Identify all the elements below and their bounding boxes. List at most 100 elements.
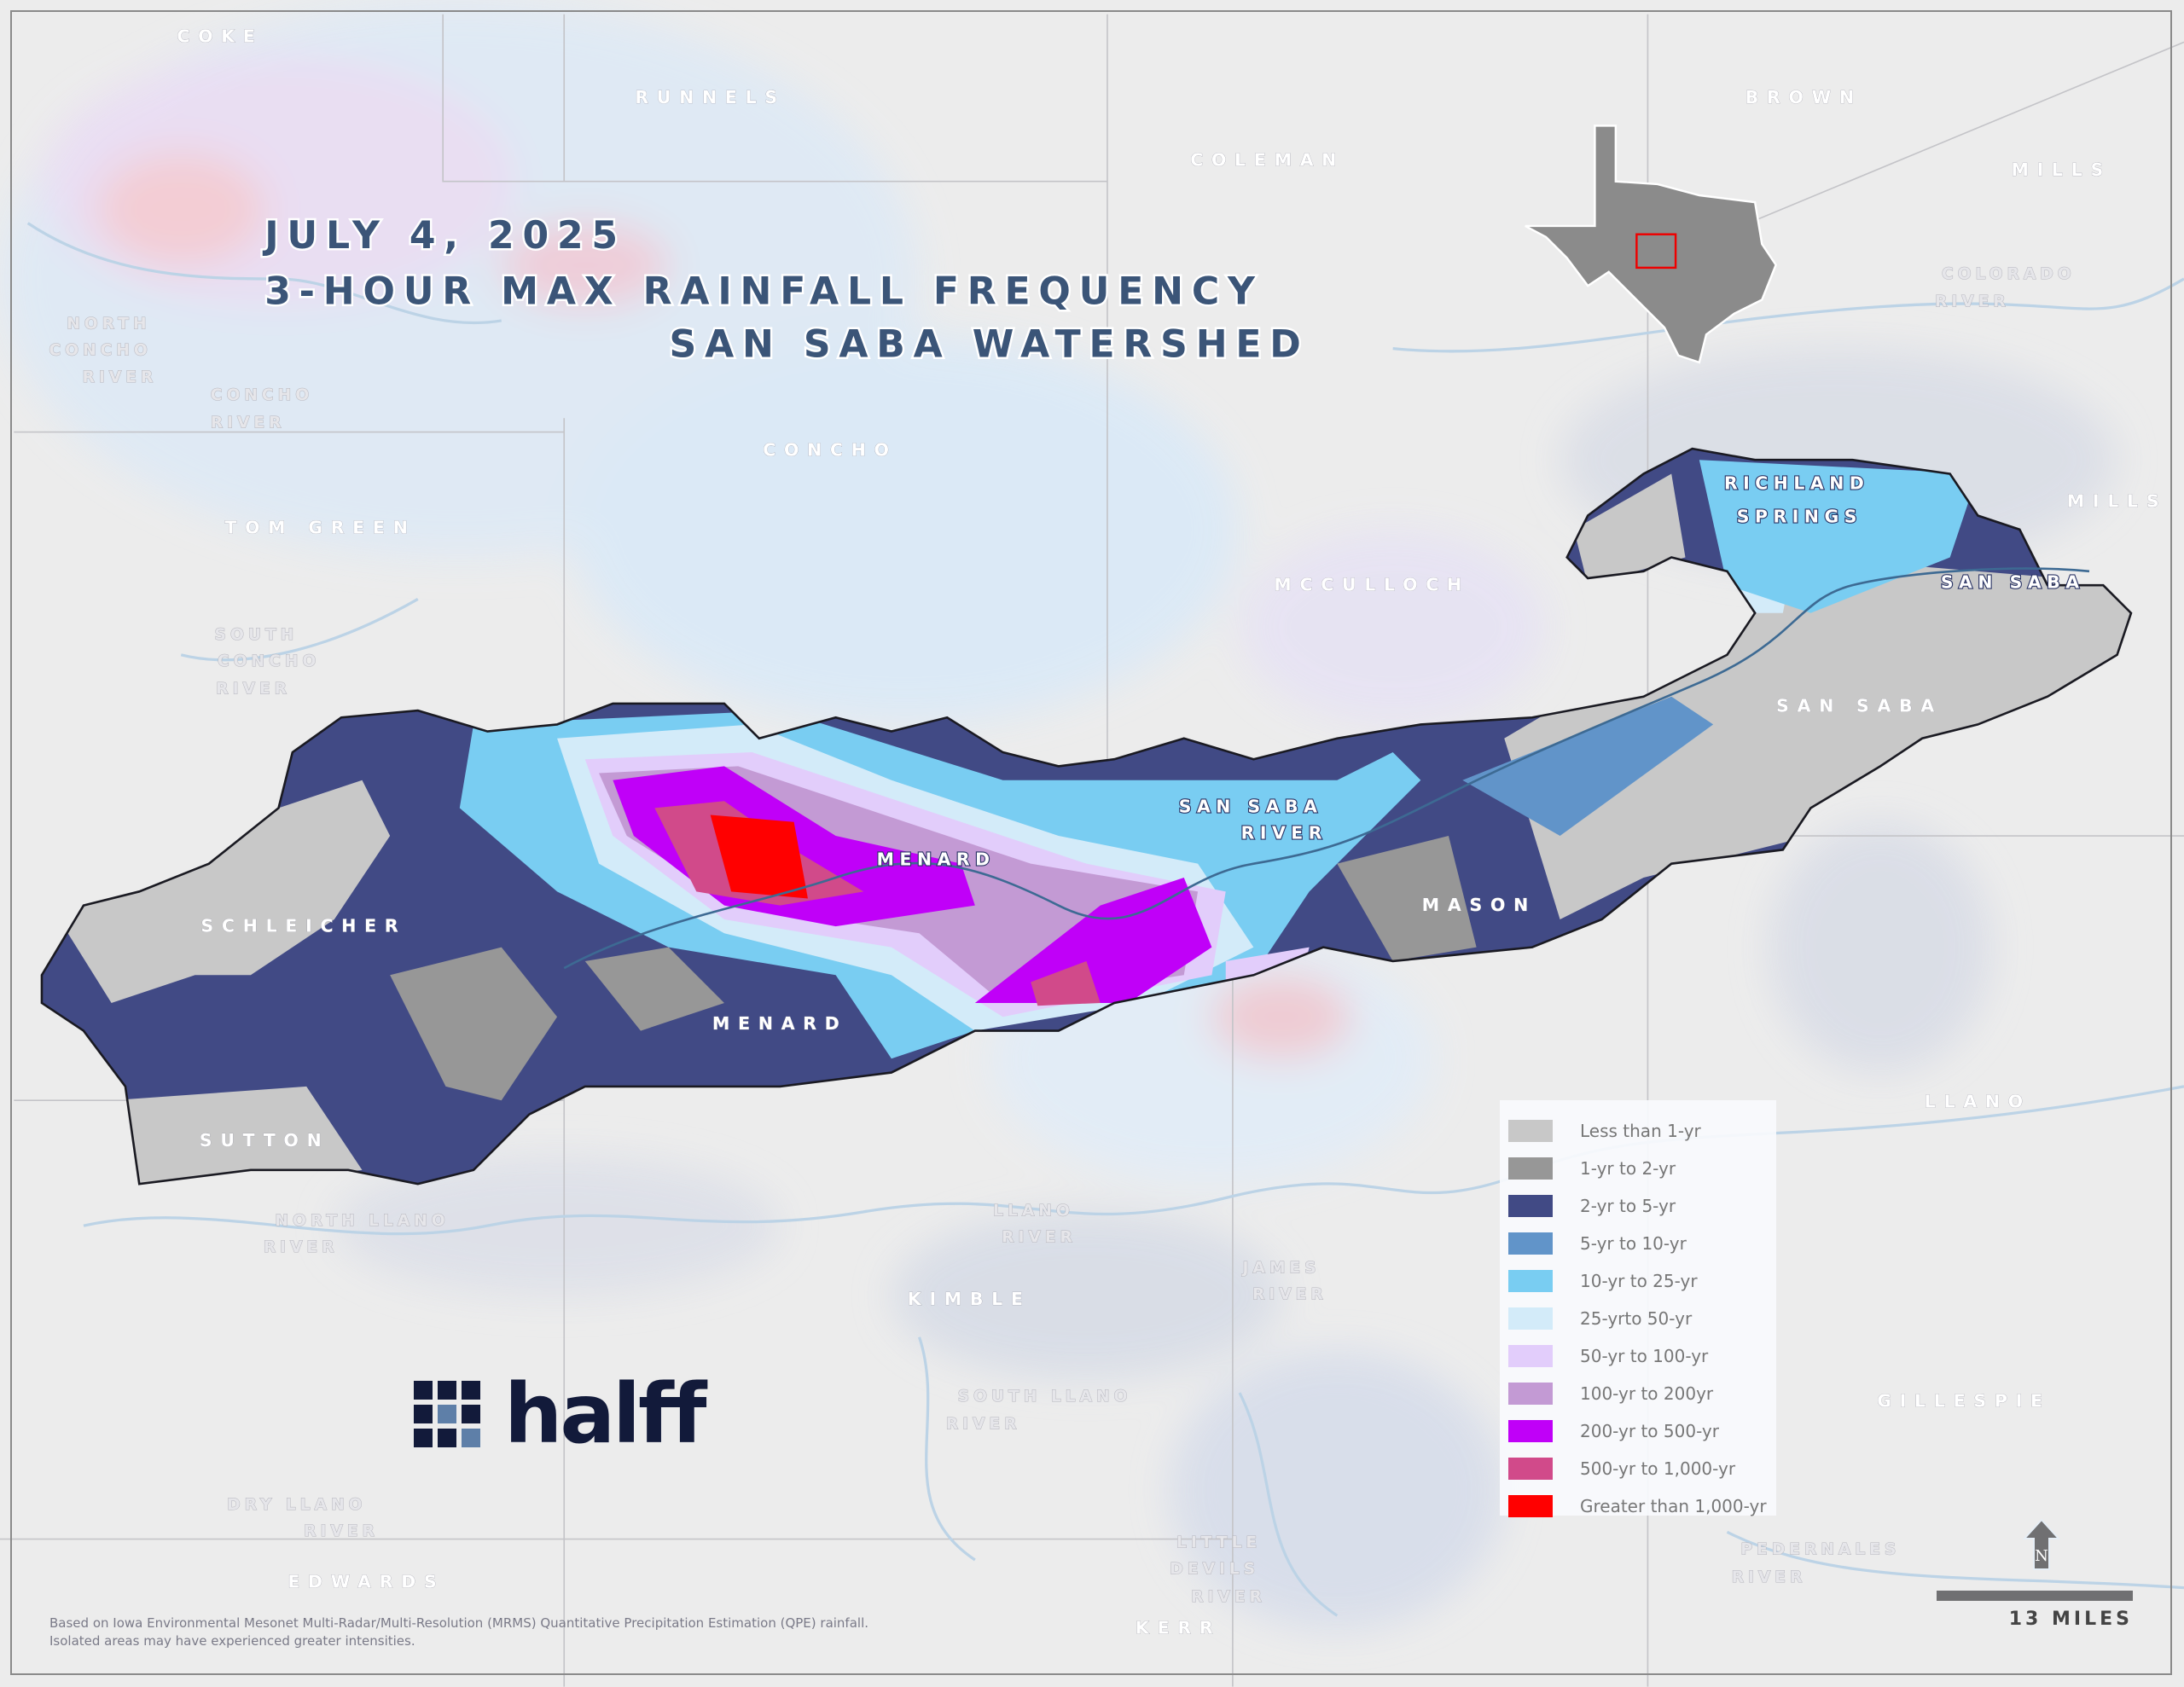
legend-item: Less than 1-yr xyxy=(1508,1112,1768,1150)
legend-label: Less than 1-yr xyxy=(1580,1121,1701,1141)
county-label: EDWARDS xyxy=(288,1572,444,1592)
county-label: MILLS xyxy=(2012,159,2112,180)
legend-label: 500-yr to 1,000-yr xyxy=(1580,1458,1736,1479)
river-label: RIVER xyxy=(1241,822,1327,843)
river-label: SOUTH LLANO xyxy=(958,1388,1132,1406)
legend-label: 100-yr to 200yr xyxy=(1580,1383,1714,1404)
legend-item: 10-yr to 25-yr xyxy=(1508,1262,1768,1300)
legend-label: 2-yr to 5-yr xyxy=(1580,1196,1676,1216)
river-label: LLANO xyxy=(993,1203,1074,1220)
river-label: SOUTH xyxy=(215,626,299,644)
legend-swatch xyxy=(1508,1157,1553,1180)
river-label: RIVER xyxy=(1002,1229,1077,1247)
county-label: KERR xyxy=(1136,1618,1221,1638)
title-main: 3-HOUR MAX RAINFALL FREQUENCY xyxy=(264,270,1263,313)
county-label: MASON xyxy=(1422,895,1536,915)
study-area-box xyxy=(1635,233,1677,270)
county-label: COKE xyxy=(177,26,263,46)
footnote-line: Based on Iowa Environmental Mesonet Mult… xyxy=(49,1615,869,1631)
legend-item: 100-yr to 200yr xyxy=(1508,1375,1768,1412)
county-label: TOM GREEN xyxy=(224,518,415,538)
county-label: SUTTON xyxy=(200,1130,330,1151)
county-label: CONCHO xyxy=(763,439,897,460)
river-label: RIVER xyxy=(211,415,286,432)
halff-logo: halff xyxy=(414,1366,707,1462)
county-label: MENARD xyxy=(712,1013,847,1034)
town-label: MENARD xyxy=(877,849,996,869)
legend-item: 200-yr to 500-yr xyxy=(1508,1412,1768,1450)
county-label: LLANO xyxy=(1925,1091,2031,1111)
logo-text: halff xyxy=(504,1366,707,1462)
county-label: SAN SABA xyxy=(1776,696,1943,716)
legend-swatch xyxy=(1508,1270,1553,1292)
river-labels: NORTH CONCHO RIVER CONCHO RIVER SOUTH CO… xyxy=(49,264,2076,1606)
town-label: SAN SABA xyxy=(1941,571,2085,592)
legend-label: 50-yr to 100-yr xyxy=(1580,1346,1709,1366)
legend-swatch xyxy=(1508,1420,1553,1442)
legend-swatch xyxy=(1508,1458,1553,1480)
county-labels: COKE RUNNELS COLEMAN BROWN MILLS MILLS C… xyxy=(177,26,2168,1638)
river-label: CONCHO xyxy=(218,652,320,670)
legend-label: Greater than 1,000-yr xyxy=(1580,1496,1767,1516)
county-label: SCHLEICHER xyxy=(200,916,406,936)
legend-item: 5-yr to 10-yr xyxy=(1508,1225,1768,1262)
town-label: SPRINGS xyxy=(1737,507,1862,527)
river-label: NORTH LLANO xyxy=(275,1212,449,1230)
legend-item: 2-yr to 5-yr xyxy=(1508,1187,1768,1225)
river-label: RIVER xyxy=(1935,293,2010,311)
river-label: RIVER xyxy=(946,1416,1021,1434)
legend-item: 1-yr to 2-yr xyxy=(1508,1150,1768,1187)
river-label: RIVER xyxy=(264,1238,339,1256)
river-label: RIVER xyxy=(83,368,158,386)
river-label: RIVER xyxy=(1732,1568,1807,1586)
legend-swatch xyxy=(1508,1120,1553,1142)
county-label: RUNNELS xyxy=(635,87,786,107)
legend-label: 25-yrto 50-yr xyxy=(1580,1308,1693,1329)
river-label: NORTH xyxy=(67,316,150,333)
river-label: LITTLE xyxy=(1176,1533,1261,1551)
river-label: PEDERNALES xyxy=(1740,1540,1900,1558)
san-saba-river-line xyxy=(563,567,2090,970)
legend-swatch xyxy=(1508,1495,1553,1517)
legend-swatch xyxy=(1508,1345,1553,1367)
legend-item: 50-yr to 100-yr xyxy=(1508,1337,1768,1375)
river-label: RIVER xyxy=(1252,1286,1327,1304)
title-date: JULY 4, 2025 xyxy=(262,214,626,258)
north-label: N xyxy=(2035,1547,2048,1565)
county-label: KIMBLE xyxy=(908,1289,1031,1309)
scale-bar: N 13 MILES xyxy=(1935,1518,2133,1638)
river-label: CONCHO xyxy=(211,386,313,404)
title-watershed: SAN SABA WATERSHED xyxy=(670,322,1310,366)
scale-label: 13 MILES xyxy=(2008,1609,2133,1630)
river-label: SAN SABA xyxy=(1179,796,1323,816)
legend-label: 1-yr to 2-yr xyxy=(1580,1158,1676,1179)
legend-item: 500-yr to 1,000-yr xyxy=(1508,1450,1768,1487)
legend-swatch xyxy=(1508,1383,1553,1405)
legend-label: 10-yr to 25-yr xyxy=(1580,1271,1698,1291)
legend-item: 25-yrto 50-yr xyxy=(1508,1300,1768,1337)
legend-swatch xyxy=(1508,1195,1553,1217)
legend-label: 200-yr to 500-yr xyxy=(1580,1421,1719,1441)
legend: Less than 1-yr 1-yr to 2-yr 2-yr to 5-yr 5-… xyxy=(1500,1100,1776,1517)
county-label: MCCULLOCH xyxy=(1274,575,1470,595)
river-label: CONCHO xyxy=(49,342,151,360)
river-label: RIVER xyxy=(304,1522,379,1540)
texas-locator-inset xyxy=(1525,125,1778,364)
north-arrow-icon: N xyxy=(2023,1518,2060,1570)
logo-mark-icon xyxy=(414,1381,480,1447)
scale-bar-line xyxy=(1937,1591,2133,1601)
legend-swatch xyxy=(1508,1232,1553,1255)
river-label: RIVER xyxy=(216,680,291,698)
river-label: DRY LLANO xyxy=(227,1496,366,1514)
river-label: JAMES xyxy=(1241,1260,1321,1278)
river-label: COLORADO xyxy=(1942,265,2076,283)
county-label: MILLS xyxy=(2067,491,2168,512)
county-label: GILLESPIE xyxy=(1877,1390,2051,1411)
footnote: Based on Iowa Environmental Mesonet Mult… xyxy=(49,1615,868,1650)
footnote-line: Isolated areas may have experienced grea… xyxy=(49,1633,415,1649)
county-label: BROWN xyxy=(1745,87,1862,107)
town-label: RICHLAND xyxy=(1724,472,1869,493)
watershed-labels: RICHLAND SPRINGS SAN SABA RIVER SAN SABA… xyxy=(876,472,2085,870)
